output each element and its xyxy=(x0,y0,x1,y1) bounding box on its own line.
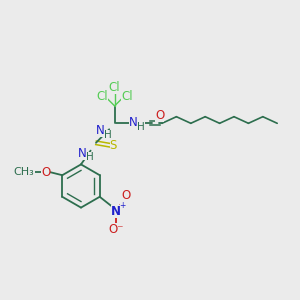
Text: H: H xyxy=(104,130,112,140)
Text: Cl: Cl xyxy=(109,81,120,94)
Text: N: N xyxy=(77,146,86,160)
Text: O⁻: O⁻ xyxy=(109,223,124,236)
Text: H: H xyxy=(86,152,94,162)
Text: Cl: Cl xyxy=(122,90,133,103)
Text: +: + xyxy=(120,201,126,210)
Text: Cl: Cl xyxy=(96,90,108,103)
Text: N: N xyxy=(129,116,138,129)
Text: CH₃: CH₃ xyxy=(14,167,34,177)
Text: N: N xyxy=(96,124,105,137)
Text: H: H xyxy=(137,122,145,132)
Text: O: O xyxy=(41,166,50,179)
Text: O: O xyxy=(155,109,164,122)
Text: N: N xyxy=(111,205,121,218)
Text: O: O xyxy=(122,189,131,202)
Text: S: S xyxy=(110,139,117,152)
